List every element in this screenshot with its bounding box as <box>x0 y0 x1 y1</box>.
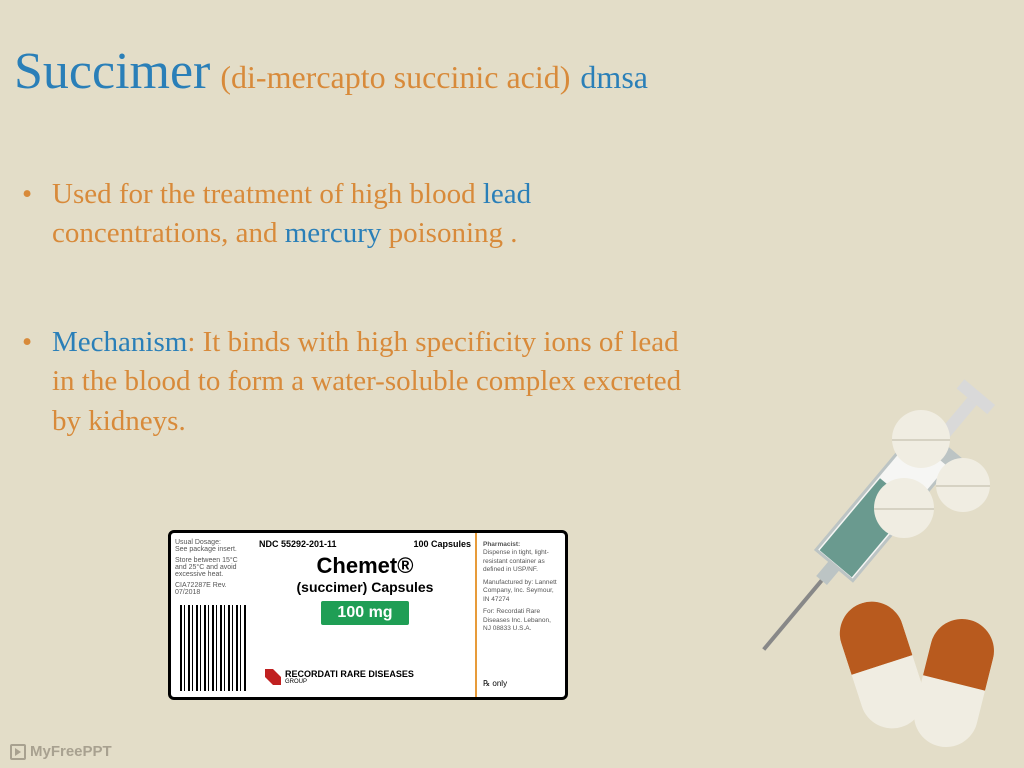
label-company-sub: GROUP <box>285 679 414 685</box>
title-main: Succimer <box>14 43 210 100</box>
label-storage: Store between 15°C and 25°C and avoid ex… <box>175 557 251 578</box>
label-center-panel: NDC 55292-201-11 100 Capsules Chemet® (s… <box>255 533 475 697</box>
barcode-icon <box>180 605 246 691</box>
label-left-panel: Usual Dosage: See package insert. Store … <box>171 533 255 697</box>
pill-icon <box>892 410 950 468</box>
label-code: CIA72287E Rev. 07/2018 <box>175 582 251 596</box>
watermark: MyFreePPT <box>10 743 112 760</box>
label-for: For: Recordati Rare Diseases Inc. Lebano… <box>483 608 559 633</box>
bullet-item: Used for the treatment of high blood lea… <box>22 175 702 253</box>
slide-title: Succimer (di-mercapto succinic acid) dms… <box>14 42 648 101</box>
label-company: RECORDATI RARE DISEASES GROUP <box>265 669 414 685</box>
watermark-text: MyFreePPT <box>30 743 112 760</box>
label-brand-name: Chemet® <box>317 553 414 579</box>
bullet-list: Used for the treatment of high blood lea… <box>22 175 702 511</box>
bullet-item: Mechanism: It binds with high specificit… <box>22 323 702 440</box>
label-dispense: Dispense in tight, light-resistant conta… <box>483 549 559 574</box>
label-generic-name: (succimer) Capsules <box>297 579 434 595</box>
title-abbreviation: dmsa <box>580 59 648 95</box>
label-dosage-line: See package insert. <box>175 546 251 553</box>
pill-icon <box>936 458 990 512</box>
title-subtitle: (di-mercapto succinic acid) <box>220 59 570 95</box>
play-icon <box>10 744 26 760</box>
company-logo-icon <box>265 669 281 685</box>
label-count: 100 Capsules <box>413 539 471 549</box>
label-company-name: RECORDATI RARE DISEASES <box>285 669 414 679</box>
label-dosage-title: Usual Dosage: <box>175 539 251 546</box>
label-rx-only: ℞ only <box>483 679 559 689</box>
label-ndc: NDC 55292-201-11 <box>259 539 337 549</box>
pill-icon <box>874 478 934 538</box>
label-manufactured: Manufactured by: Lannett Company, Inc. S… <box>483 579 559 604</box>
label-pharmacist: Pharmacist: <box>483 541 559 549</box>
label-dose: 100 mg <box>321 601 408 625</box>
label-right-panel: Pharmacist: Dispense in tight, light-res… <box>475 533 565 697</box>
drug-label: Usual Dosage: See package insert. Store … <box>168 530 568 700</box>
